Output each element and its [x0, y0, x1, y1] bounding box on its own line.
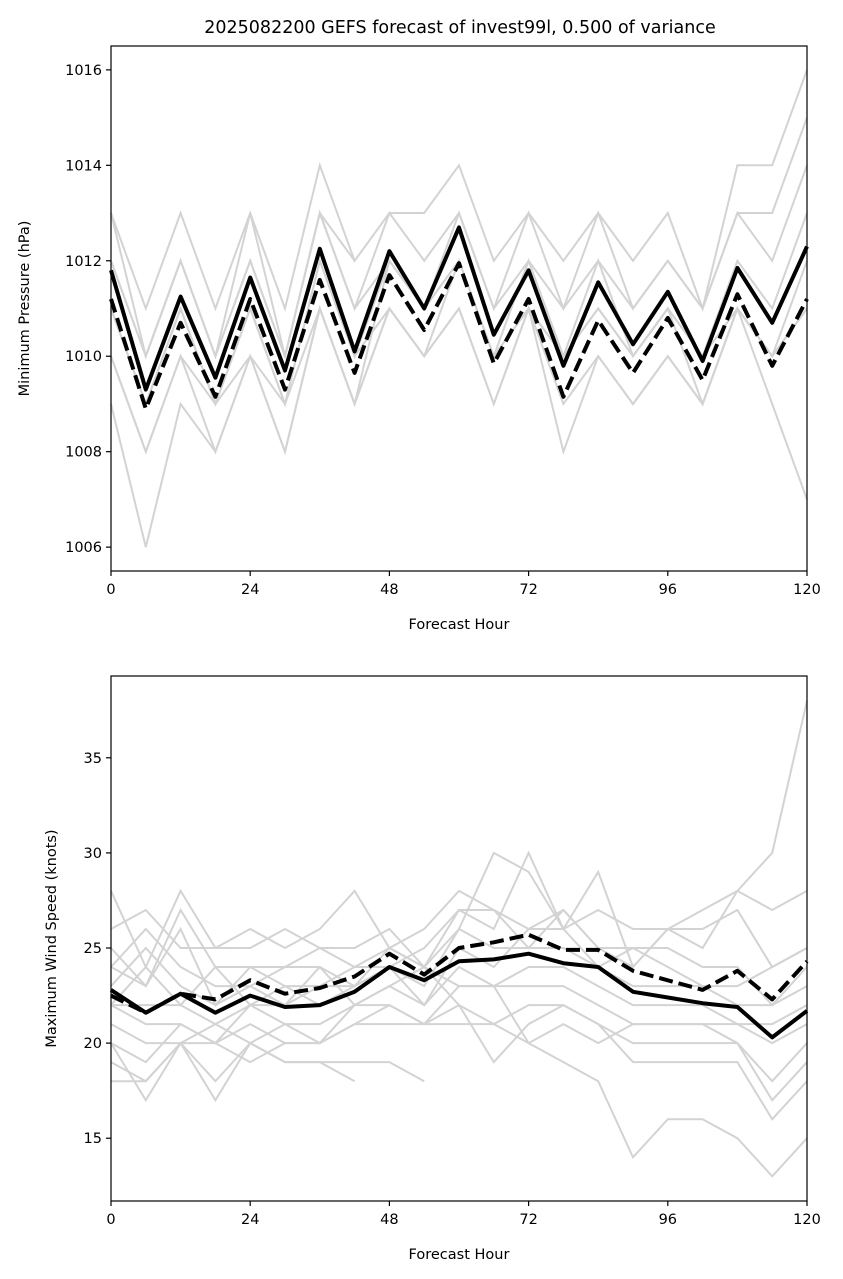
- pressure-x-ticks: 0 24 48 72 96 120: [106, 571, 821, 598]
- pressure-member-line-2: [110, 164, 808, 360]
- wind-member-line-3: [110, 908, 808, 1007]
- wind-member-line-13: [110, 946, 808, 1045]
- wind-member-line-0: [110, 700, 808, 970]
- pressure-member-line-1: [110, 117, 808, 360]
- pressure-y-tick-label: 1012: [65, 254, 102, 270]
- wind-y-tick-label: 15: [84, 1131, 102, 1147]
- wind-y-tick-label: 30: [84, 846, 102, 862]
- pressure-member-lines: [110, 69, 808, 548]
- pressure-x-tick-label: 120: [793, 582, 821, 598]
- pressure-y-tick-label: 1014: [65, 158, 102, 174]
- wind-member-line-11: [110, 1023, 808, 1178]
- pressure-x-tick-label: 96: [659, 582, 677, 598]
- pressure-member-line-5: [110, 257, 808, 408]
- wind-panel: 0 24 48 72 96 120 15 20 25 30 35 Forecast Hour Ma…: [44, 675, 821, 1263]
- wind-member-lines: [110, 700, 808, 1178]
- wind-y-tick-label: 20: [84, 1036, 102, 1052]
- pressure-x-axis-label: Forecast Hour: [409, 617, 510, 633]
- pressure-mean-lines: [109, 225, 809, 411]
- pressure-x-tick-label: 0: [106, 582, 115, 598]
- pressure-member-line-7: [110, 305, 808, 456]
- pressure-member-line-0: [110, 69, 808, 312]
- pressure-y-tick-label: 1008: [65, 445, 102, 461]
- pressure-y-axis-label: Minimum Pressure (hPa): [17, 221, 33, 397]
- wind-y-ticks: 15 20 25 30 35: [84, 751, 111, 1147]
- wind-member-line-12: [110, 926, 808, 1121]
- wind-x-tick-label: 96: [659, 1212, 677, 1228]
- wind-mean-line: [109, 951, 809, 1040]
- pressure-x-tick-label: 24: [241, 582, 259, 598]
- pressure-axes-frame: [110, 45, 808, 572]
- pressure-mean-line: [109, 225, 809, 392]
- pressure-member-line-3: [110, 210, 356, 360]
- pressure-x-tick-label: 48: [380, 582, 398, 598]
- wind-y-tick-label: 25: [84, 941, 102, 957]
- pressure-selected-mean-line: [109, 261, 809, 411]
- wind-member-line-8: [110, 1003, 808, 1102]
- chart-title: 2025082200 GEFS forecast of invest99l, 0…: [204, 18, 715, 38]
- pressure-y-tick-label: 1006: [65, 540, 102, 556]
- wind-mean-lines: [109, 932, 809, 1040]
- wind-axes-frame: [110, 675, 808, 1202]
- wind-x-tick-label: 24: [241, 1212, 259, 1228]
- pressure-y-ticks: 1006 1008 1010 1012 1014 1016: [65, 63, 111, 556]
- wind-x-tick-label: 48: [380, 1212, 398, 1228]
- wind-x-axis-label: Forecast Hour: [409, 1247, 510, 1263]
- wind-x-tick-label: 0: [106, 1212, 115, 1228]
- wind-x-tick-label: 72: [519, 1212, 537, 1228]
- wind-y-axis-label: Maximum Wind Speed (knots): [44, 829, 60, 1047]
- wind-y-tick-label: 35: [84, 751, 102, 767]
- wind-x-tick-label: 120: [793, 1212, 821, 1228]
- wind-x-ticks: 0 24 48 72 96 120: [106, 1201, 821, 1228]
- pressure-y-tick-label: 1016: [65, 63, 102, 79]
- pressure-y-tick-label: 1010: [65, 349, 102, 365]
- pressure-x-tick-label: 72: [519, 582, 537, 598]
- wind-member-line-5: [111, 928, 808, 1026]
- pressure-panel: 0 24 48 72 96 120 1006 1008 1010 1012 1014 1016 Fo…: [17, 45, 821, 633]
- wind-selected-mean-line: [110, 932, 809, 1015]
